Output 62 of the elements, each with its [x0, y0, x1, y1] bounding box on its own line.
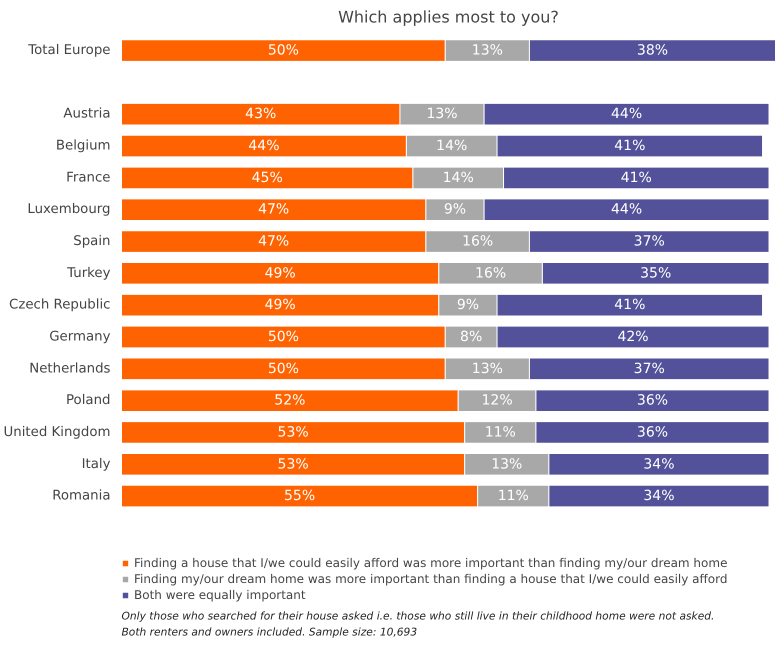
data-label: 50% — [268, 360, 299, 377]
data-label: 52% — [274, 392, 306, 409]
y-tick-label: Luxembourg — [27, 202, 111, 218]
data-label: 53% — [278, 456, 309, 472]
data-label: 44% — [248, 138, 280, 154]
y-tick-label: Czech Republic — [9, 298, 111, 313]
data-label: 49% — [264, 265, 296, 282]
data-label: 11% — [484, 424, 516, 440]
data-label: 38% — [636, 42, 668, 59]
data-label: 36% — [636, 424, 668, 440]
data-label: 35% — [640, 265, 672, 282]
data-label: 44% — [611, 106, 642, 122]
data-label: 47% — [258, 234, 290, 250]
legend-label: Finding a house that I/we could easily afford was more important than finding my/our dream home — [134, 556, 728, 570]
data-label: 14% — [442, 170, 474, 186]
legend-label: Both were equally important — [134, 588, 306, 602]
data-label: 9% — [444, 202, 466, 218]
data-label: 9% — [456, 297, 480, 314]
y-tick-label: Belgium — [56, 138, 110, 154]
data-label: 49% — [264, 297, 296, 314]
data-label: 44% — [611, 202, 642, 218]
y-tick-label: Romania — [52, 488, 111, 504]
data-label: 50% — [268, 329, 299, 345]
data-label: 11% — [498, 488, 529, 504]
y-tick-label: Turkey — [66, 266, 111, 281]
data-label: 13% — [472, 42, 503, 59]
data-label: 50% — [268, 42, 299, 59]
data-label: 43% — [245, 106, 276, 122]
text: Only those who searched for their house asked i.e. those who still live in their childhood home were not asked. — [122, 610, 714, 622]
data-label: 41% — [614, 297, 646, 314]
data-label: 14% — [436, 138, 468, 154]
y-tick-label: Germany — [49, 330, 111, 344]
data-label: 55% — [284, 488, 316, 504]
data-label: 37% — [634, 360, 665, 377]
data-label: 13% — [426, 106, 458, 122]
y-tick-label: Italy — [82, 456, 111, 472]
data-label: 53% — [278, 424, 309, 440]
y-tick-label: United Kingdom — [4, 424, 111, 440]
data-label: 16% — [462, 234, 494, 250]
y-tick-label: Poland — [66, 393, 111, 408]
legend-label: Finding my/our dream home was more important than finding a house that I/we could easily afford — [134, 572, 728, 586]
data-label: 36% — [636, 392, 668, 409]
data-label: 41% — [620, 170, 652, 186]
data-label: 34% — [643, 488, 675, 504]
data-label: 13% — [491, 456, 522, 472]
y-tick-label: Total Europe — [27, 43, 110, 58]
data-label: 37% — [634, 234, 665, 250]
y-tick-label: Austria — [63, 106, 111, 122]
y-tick-label: France — [66, 170, 111, 186]
data-label: 8% — [460, 329, 482, 345]
chart-title: Which applies most to you? — [338, 8, 559, 26]
data-label: 42% — [617, 329, 649, 345]
data-label: 16% — [475, 265, 506, 282]
data-label: 34% — [643, 456, 675, 472]
text: Both renters and owners included. Sample size: 10,693 — [122, 626, 418, 638]
data-label: 13% — [472, 360, 503, 377]
data-label: 47% — [258, 202, 290, 218]
y-tick-label: Spain — [73, 234, 111, 250]
data-label: 45% — [252, 170, 283, 186]
data-label: 12% — [482, 392, 513, 409]
y-tick-label: Netherlands — [29, 361, 111, 376]
data-label: 41% — [614, 138, 646, 154]
